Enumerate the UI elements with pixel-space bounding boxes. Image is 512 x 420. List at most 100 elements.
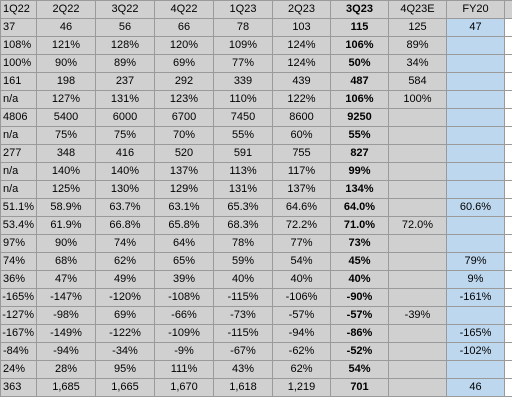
grid-cell[interactable]: 100% xyxy=(388,90,447,109)
grid-cell[interactable]: 122% xyxy=(272,90,331,109)
grid-cell[interactable]: 40% xyxy=(272,270,331,289)
column-header-cell[interactable]: 3Q22 xyxy=(95,0,155,19)
grid-cell[interactable]: 520 xyxy=(154,144,214,163)
grid-cell[interactable] xyxy=(446,126,505,145)
grid-cell[interactable]: n/a xyxy=(0,180,37,199)
grid-cell[interactable]: 34% xyxy=(388,54,447,73)
grid-cell[interactable]: 64.0% xyxy=(330,198,389,217)
grid-cell[interactable]: 55% xyxy=(213,126,273,145)
grid-cell[interactable]: 127% xyxy=(36,90,96,109)
grid-cell[interactable] xyxy=(388,342,447,361)
grid-cell[interactable]: 46 xyxy=(36,18,96,37)
grid-cell[interactable]: 827 xyxy=(330,144,389,163)
grid-cell[interactable]: -108% xyxy=(154,288,214,307)
grid-cell[interactable]: -165% xyxy=(0,288,37,307)
grid-cell[interactable]: 339 xyxy=(213,72,273,91)
column-header-cell[interactable]: 1Q22 xyxy=(0,0,37,19)
grid-cell[interactable]: -62% xyxy=(272,342,331,361)
grid-cell[interactable]: 110% xyxy=(213,90,273,109)
grid-cell[interactable]: -52% xyxy=(330,342,389,361)
grid-cell[interactable]: 65% xyxy=(154,252,214,271)
grid-cell[interactable]: 37 xyxy=(0,18,37,37)
grid-cell[interactable]: 74% xyxy=(0,252,37,271)
grid-cell[interactable] xyxy=(446,36,505,55)
grid-cell[interactable] xyxy=(446,360,505,379)
grid-cell[interactable]: 103 xyxy=(272,18,331,37)
grid-cell[interactable]: n/a xyxy=(0,162,37,181)
grid-cell[interactable]: 64% xyxy=(154,234,214,253)
grid-cell[interactable]: 46 xyxy=(446,378,505,397)
grid-cell[interactable]: 129% xyxy=(154,180,214,199)
grid-cell[interactable] xyxy=(388,180,447,199)
grid-cell[interactable]: 121% xyxy=(36,36,96,55)
column-header-cell[interactable]: 4Q22 xyxy=(154,0,214,19)
grid-cell[interactable]: -109% xyxy=(154,324,214,343)
grid-cell[interactable]: 348 xyxy=(36,144,96,163)
grid-cell[interactable]: -120% xyxy=(95,288,155,307)
grid-cell[interactable]: 9250 xyxy=(330,108,389,127)
grid-cell[interactable]: 161 xyxy=(0,72,37,91)
grid-cell[interactable]: 130% xyxy=(95,180,155,199)
grid-cell[interactable]: -67% xyxy=(213,342,273,361)
grid-cell[interactable]: 125% xyxy=(36,180,96,199)
grid-cell[interactable]: 4806 xyxy=(0,108,37,127)
grid-cell[interactable]: 45% xyxy=(330,252,389,271)
grid-cell[interactable]: -57% xyxy=(330,306,389,325)
grid-cell[interactable]: 97% xyxy=(0,234,37,253)
grid-cell[interactable] xyxy=(388,270,447,289)
grid-cell[interactable]: 95% xyxy=(95,360,155,379)
grid-cell[interactable]: -102% xyxy=(446,342,505,361)
grid-cell[interactable]: -9% xyxy=(154,342,214,361)
grid-cell[interactable]: 108% xyxy=(0,36,37,55)
grid-cell[interactable]: 69% xyxy=(95,306,155,325)
grid-cell[interactable]: 49% xyxy=(95,270,155,289)
grid-cell[interactable]: 53.4% xyxy=(0,216,37,235)
column-header-cell[interactable]: 4Q23E xyxy=(388,0,447,19)
grid-cell[interactable]: 65.8% xyxy=(154,216,214,235)
grid-cell[interactable]: 109% xyxy=(213,36,273,55)
grid-cell[interactable]: 439 xyxy=(272,72,331,91)
grid-cell[interactable]: -147% xyxy=(36,288,96,307)
grid-cell[interactable]: 47 xyxy=(446,18,505,37)
grid-cell[interactable]: 8600 xyxy=(272,108,331,127)
grid-cell[interactable]: 43% xyxy=(213,360,273,379)
grid-cell[interactable]: 701 xyxy=(330,378,389,397)
grid-cell[interactable]: 9% xyxy=(446,270,505,289)
grid-cell[interactable]: 72.2% xyxy=(272,216,331,235)
grid-cell[interactable] xyxy=(446,108,505,127)
grid-cell[interactable]: -106% xyxy=(272,288,331,307)
grid-cell[interactable]: 77% xyxy=(213,54,273,73)
grid-cell[interactable]: 416 xyxy=(95,144,155,163)
grid-cell[interactable]: 60% xyxy=(272,126,331,145)
column-header-cell[interactable]: 2Q22 xyxy=(36,0,96,19)
grid-cell[interactable]: 140% xyxy=(95,162,155,181)
grid-cell[interactable]: 47% xyxy=(36,270,96,289)
grid-cell[interactable]: 106% xyxy=(330,90,389,109)
grid-cell[interactable]: 54% xyxy=(272,252,331,271)
grid-cell[interactable]: 58.9% xyxy=(36,198,96,217)
grid-cell[interactable]: 62% xyxy=(95,252,155,271)
grid-cell[interactable]: 75% xyxy=(36,126,96,145)
grid-cell[interactable]: 115 xyxy=(330,18,389,37)
grid-cell[interactable]: 39% xyxy=(154,270,214,289)
grid-cell[interactable]: 36% xyxy=(0,270,37,289)
grid-cell[interactable] xyxy=(388,144,447,163)
grid-cell[interactable]: 6700 xyxy=(154,108,214,127)
grid-cell[interactable] xyxy=(388,234,447,253)
grid-cell[interactable]: 56 xyxy=(95,18,155,37)
grid-cell[interactable]: 111% xyxy=(154,360,214,379)
grid-cell[interactable]: -115% xyxy=(213,288,273,307)
grid-cell[interactable]: 65.3% xyxy=(213,198,273,217)
grid-cell[interactable] xyxy=(446,306,505,325)
grid-cell[interactable]: 128% xyxy=(95,36,155,55)
grid-cell[interactable]: 5400 xyxy=(36,108,96,127)
grid-cell[interactable]: 59% xyxy=(213,252,273,271)
grid-cell[interactable]: -86% xyxy=(330,324,389,343)
grid-cell[interactable]: 90% xyxy=(36,54,96,73)
grid-cell[interactable]: 117% xyxy=(272,162,331,181)
grid-cell[interactable]: -161% xyxy=(446,288,505,307)
grid-cell[interactable]: -94% xyxy=(272,324,331,343)
grid-cell[interactable]: 89% xyxy=(95,54,155,73)
grid-cell[interactable] xyxy=(388,198,447,217)
grid-cell[interactable]: 134% xyxy=(330,180,389,199)
